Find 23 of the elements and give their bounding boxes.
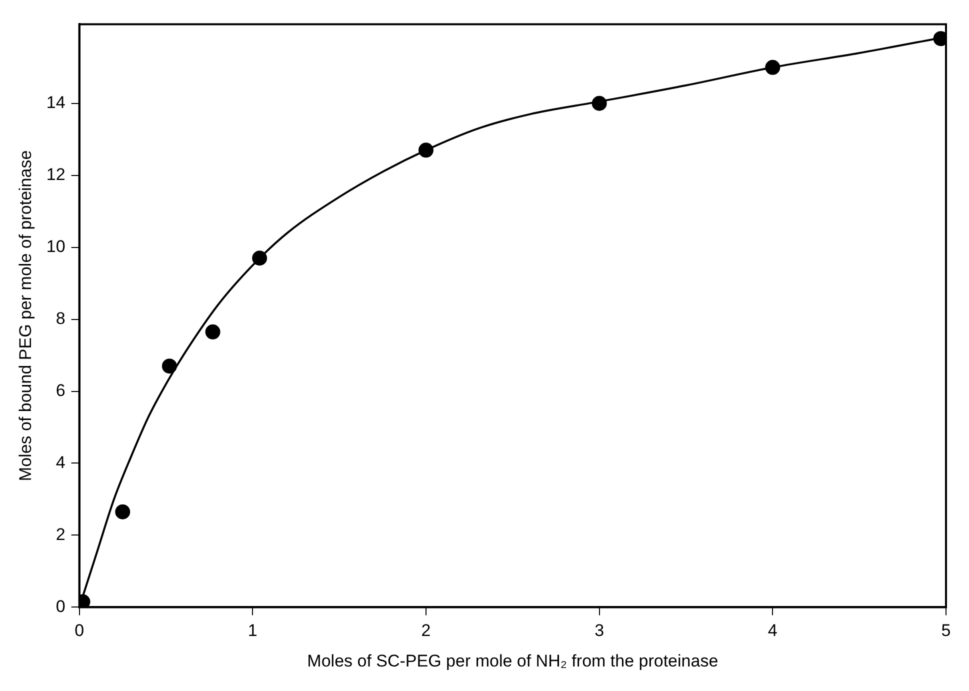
x-tick-label: 1 <box>248 621 258 640</box>
y-tick-label: 8 <box>56 308 66 328</box>
point <box>418 142 434 158</box>
point <box>162 358 177 374</box>
x-tick-label: 2 <box>421 621 431 640</box>
y-tick-label: 14 <box>46 93 66 112</box>
y-tick-label: 6 <box>56 380 66 400</box>
x-axis-title: Moles of SC-PEG per mole of NH₂ from the proteinase <box>307 651 718 670</box>
point <box>115 504 130 520</box>
y-tick-label: 12 <box>46 165 66 184</box>
y-tick-label: 4 <box>56 452 66 472</box>
x-tick-label: 3 <box>594 621 604 640</box>
y-tick-label: 0 <box>56 596 66 616</box>
x-tick-label: 5 <box>941 621 951 640</box>
point <box>252 250 268 266</box>
x-tick-label: 4 <box>768 621 778 640</box>
y-axis-title: Moles of bound PEG per mole of proteinase <box>16 150 35 482</box>
y-tick-label: 2 <box>56 524 66 544</box>
point <box>592 96 607 111</box>
y-tick-label: 10 <box>46 237 66 256</box>
point <box>205 324 220 340</box>
x-tick-label: 0 <box>74 621 84 640</box>
point <box>765 60 780 75</box>
